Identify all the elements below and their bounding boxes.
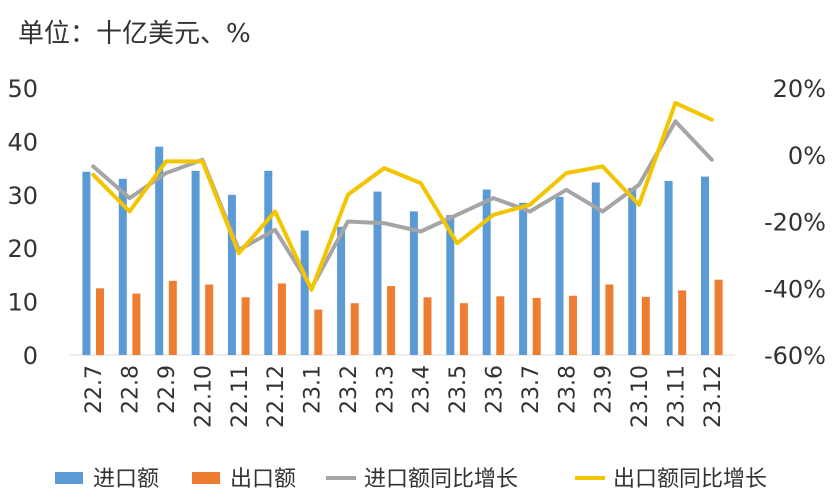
import-bar [519, 202, 528, 355]
export-bar [459, 303, 468, 355]
import-bar [300, 230, 309, 355]
import-bar [446, 215, 455, 355]
x-tick-label: 22.12 [264, 365, 289, 428]
x-tick-label: 22.9 [155, 365, 180, 414]
x-tick-label: 23.6 [483, 365, 508, 414]
import-bar [409, 211, 418, 355]
import-bar [337, 226, 346, 355]
import-bar [227, 194, 236, 355]
export-bar [168, 280, 177, 355]
import-bar [555, 196, 564, 355]
chart-legend: 进口额 出口额 进口额同比增长 出口额同比增长 [55, 467, 767, 492]
x-tick-label: 22.11 [228, 365, 253, 428]
export-bar [714, 279, 723, 355]
x-tick-label: 23.2 [337, 365, 362, 414]
export-bar [496, 296, 505, 355]
export-bar [277, 283, 286, 355]
legend-label: 进口额 [93, 467, 159, 492]
left-y-tick-label: 0 [23, 342, 38, 370]
x-tick-label: 23.10 [628, 365, 653, 428]
x-tick-label: 23.11 [664, 365, 689, 428]
legend-label: 出口额 [230, 467, 296, 492]
import-bar [155, 146, 164, 355]
line-series-group [91, 101, 714, 292]
import-bar [664, 180, 673, 355]
import-bar [191, 170, 200, 355]
export-yoy-line [91, 101, 714, 292]
import-bar [118, 178, 127, 355]
x-tick-label: 22.8 [119, 365, 144, 414]
chart-title: 单位：十亿美元、% [18, 19, 251, 49]
export-bar [387, 286, 396, 355]
export-bar [205, 284, 214, 355]
x-tick-label: 23.4 [410, 365, 435, 414]
x-tick-label: 23.7 [519, 365, 544, 414]
export-bar [532, 297, 541, 355]
export-bar [678, 290, 687, 355]
export-bar [314, 309, 323, 355]
right-y-tick-label: -20% [764, 209, 826, 237]
x-tick-label: 23.9 [592, 365, 617, 414]
import-bar [373, 191, 382, 355]
x-tick-label: 23.3 [373, 365, 398, 414]
right-y-tick-label: -60% [764, 342, 826, 370]
left-y-tick-label: 10 [7, 289, 38, 317]
legend-swatch [192, 472, 220, 484]
import-bar [82, 171, 91, 355]
export-bar [605, 284, 614, 355]
x-tick-label: 23.1 [301, 365, 326, 414]
export-bar [350, 303, 359, 355]
left-y-tick-label: 20 [7, 235, 38, 263]
right-y-tick-label: 0% [788, 142, 826, 170]
left-y-tick-label: 50 [7, 75, 38, 103]
import-bar [701, 176, 709, 355]
export-bar [241, 297, 250, 355]
x-tick-label: 22.10 [191, 365, 216, 428]
right-y-tick-label: -40% [764, 275, 826, 303]
legend-swatch [55, 472, 83, 484]
x-tick-label: 23.12 [701, 365, 726, 428]
bar-series-group [82, 146, 723, 356]
x-tick-label: 22.7 [82, 365, 107, 414]
export-bar [641, 296, 650, 355]
x-tick-label: 23.8 [555, 365, 580, 414]
left-y-tick-label: 40 [7, 128, 38, 156]
import-bar [591, 182, 600, 355]
right-y-axis: 20% 0% -20% -40% -60% [764, 75, 826, 370]
export-bar [132, 293, 141, 355]
import-bar [264, 170, 273, 355]
export-bar [96, 288, 104, 356]
left-y-axis: 0 10 20 30 40 50 [7, 75, 38, 370]
legend-label: 出口额同比增长 [613, 467, 767, 492]
legend-label: 进口额同比增长 [364, 467, 518, 492]
x-tick-label: 23.5 [446, 365, 471, 414]
export-bar [569, 295, 577, 355]
import-bar [482, 189, 491, 355]
x-axis-labels: 22.7 22.8 22.9 22.10 22.11 22.12 23.1 23.2 23.3 2… [82, 365, 726, 428]
import-bar [628, 187, 637, 355]
export-bar [423, 297, 432, 355]
import-yoy-line [91, 119, 714, 291]
right-y-tick-label: 20% [773, 75, 826, 103]
left-y-tick-label: 30 [7, 182, 38, 210]
